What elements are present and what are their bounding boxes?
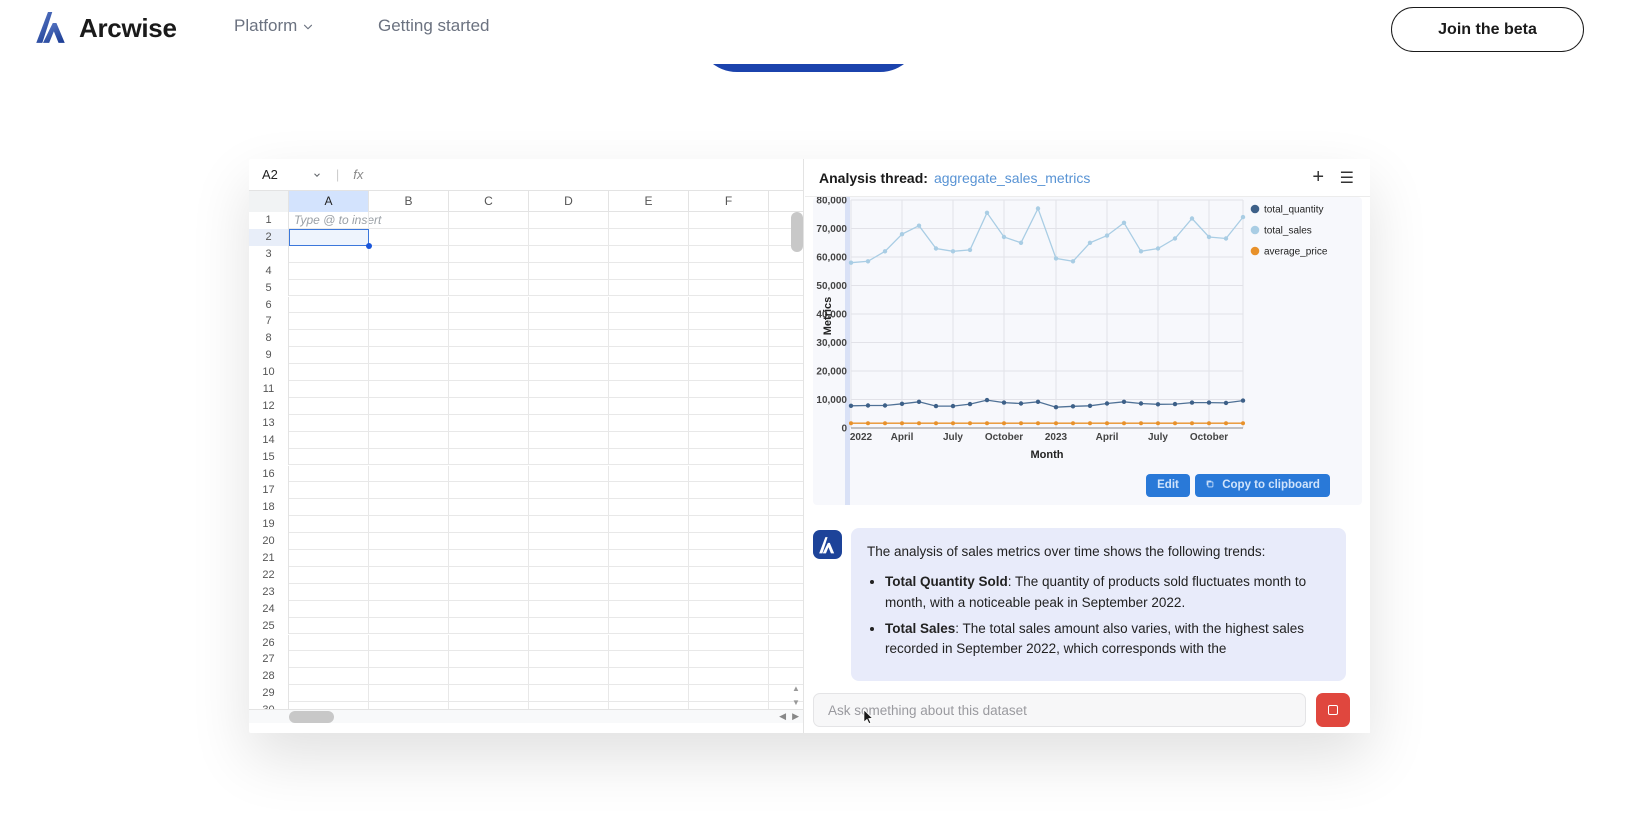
svg-text:July: July: [1148, 432, 1168, 443]
svg-text:80,000: 80,000: [816, 197, 847, 207]
svg-text:Month: Month: [1031, 449, 1064, 461]
svg-text:60,000: 60,000: [816, 253, 847, 264]
svg-text:average_price: average_price: [1264, 247, 1328, 258]
svg-text:Metrics: Metrics: [822, 297, 834, 336]
svg-text:total_quantity: total_quantity: [1264, 205, 1324, 216]
svg-text:30,000: 30,000: [816, 338, 847, 349]
svg-text:April: April: [891, 432, 914, 443]
svg-text:10,000: 10,000: [816, 395, 847, 406]
svg-text:April: April: [1096, 432, 1119, 443]
svg-text:2023: 2023: [1045, 432, 1068, 443]
svg-text:total_sales: total_sales: [1264, 226, 1312, 237]
svg-text:October: October: [1190, 432, 1228, 443]
svg-text:0: 0: [841, 424, 847, 435]
svg-text:50,000: 50,000: [816, 281, 847, 292]
svg-text:20,000: 20,000: [816, 367, 847, 378]
svg-text:July: July: [943, 432, 963, 443]
svg-text:2022: 2022: [850, 432, 873, 443]
svg-text:70,000: 70,000: [816, 224, 847, 235]
svg-text:October: October: [985, 432, 1023, 443]
